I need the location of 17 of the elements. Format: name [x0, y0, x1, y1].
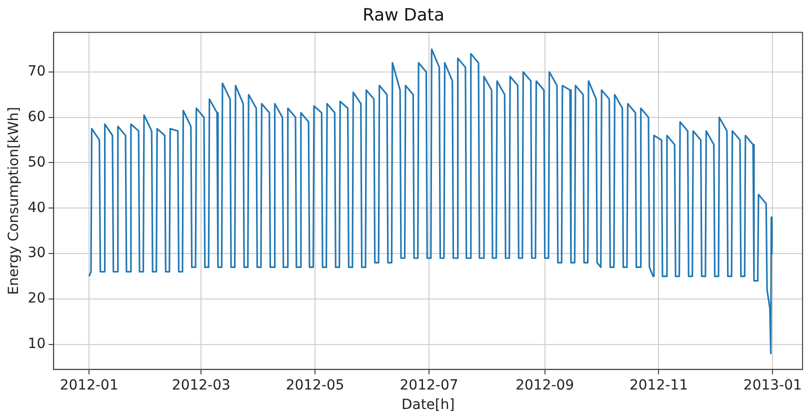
y-tick-label: 30 [28, 245, 46, 262]
x-tick-label: 2012-01 [60, 377, 118, 394]
y-tick-label: 10 [28, 336, 46, 352]
x-tick-label: 2013-01 [743, 377, 802, 394]
y-tick-label: 70 [28, 64, 46, 80]
x-tick-label: 2012-09 [516, 377, 574, 394]
x-axis-title: Date[h] [401, 397, 455, 414]
x-tick-label: 2012-11 [629, 377, 688, 394]
x-tick-label: 2012-05 [286, 377, 344, 394]
chart-title: Raw Data [362, 6, 444, 26]
y-tick-label: 60 [28, 108, 46, 125]
y-tick-label: 40 [28, 200, 46, 216]
x-tick-label: 2012-07 [400, 377, 458, 394]
y-tick-label: 20 [28, 290, 46, 307]
x-tick-label: 2012-03 [172, 377, 230, 394]
y-tick-label: 50 [28, 154, 46, 170]
y-axis-title: Energy Consumption[kWh] [6, 106, 22, 295]
